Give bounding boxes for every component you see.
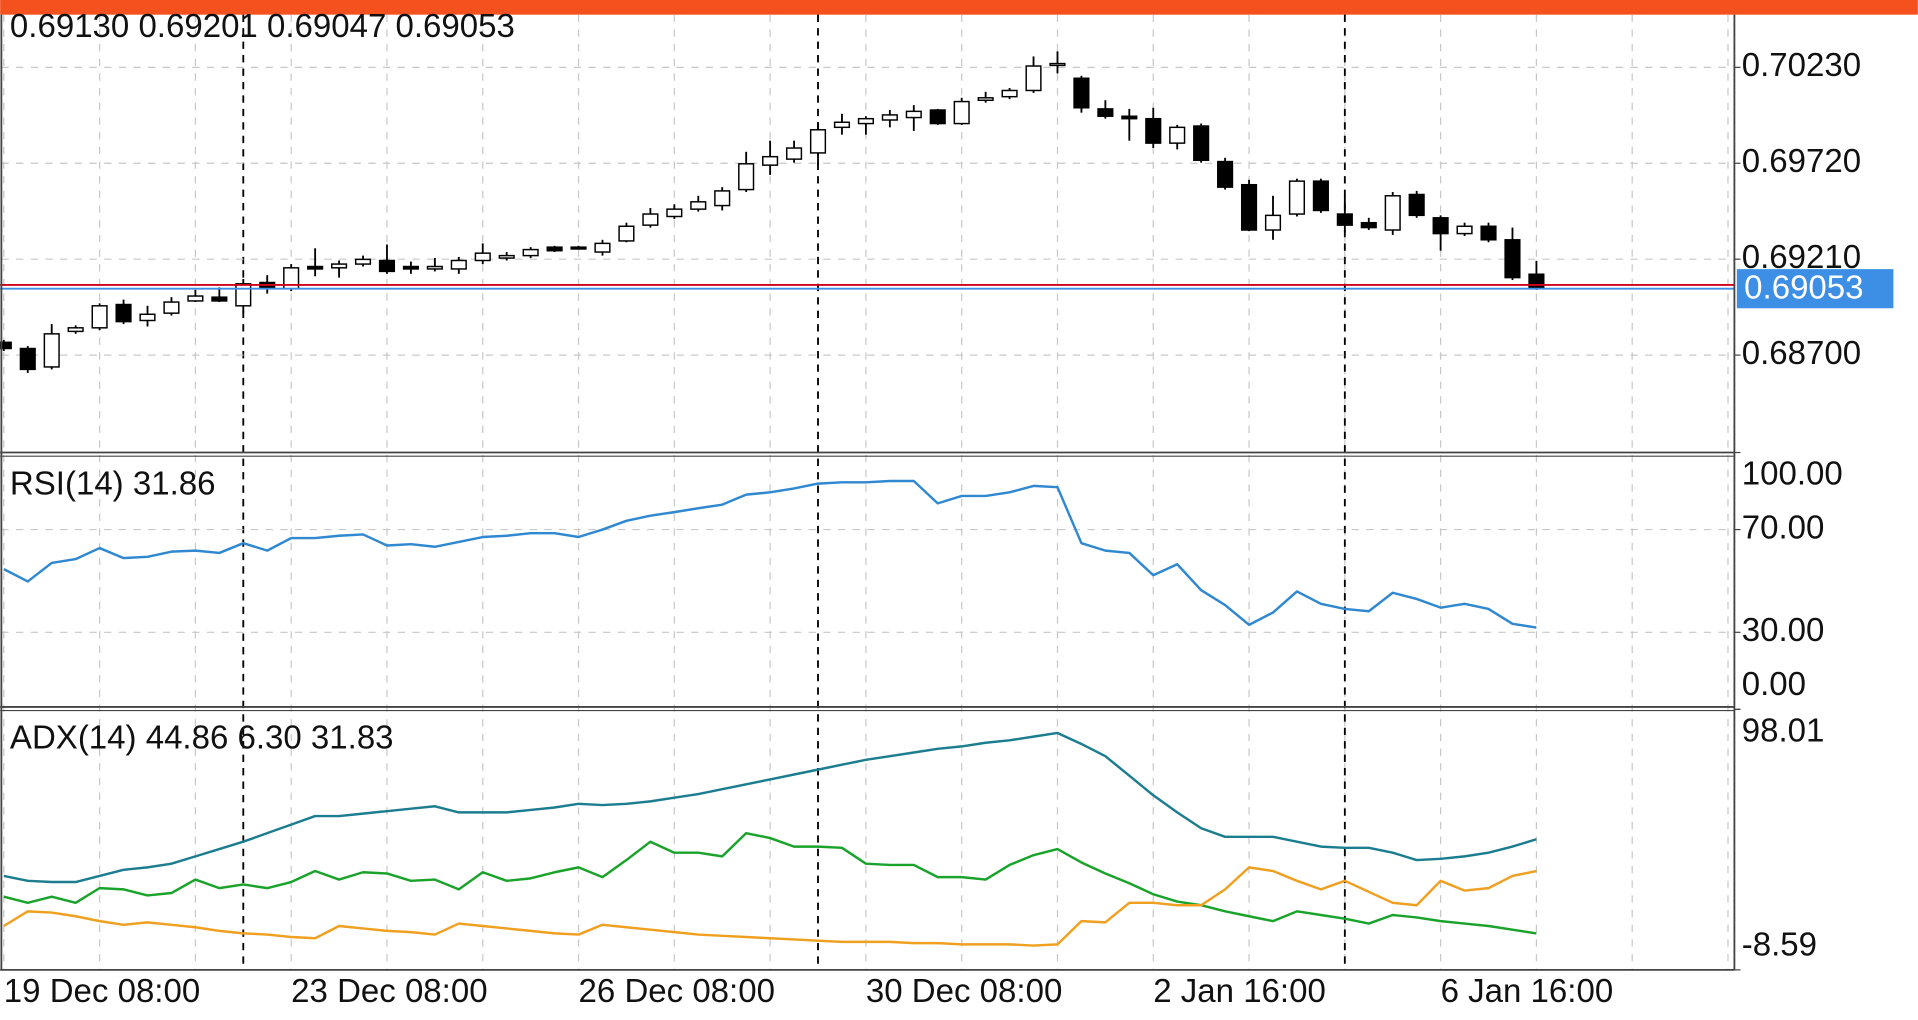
indicator-line: [3, 831, 1537, 935]
candle-body: [1169, 126, 1186, 144]
candle-body: [1001, 89, 1018, 98]
candle-body: [857, 117, 874, 125]
candle-body: [1025, 65, 1042, 92]
candle-body: [594, 242, 611, 253]
candle-body: [714, 190, 731, 207]
candle-body: [1193, 125, 1210, 161]
candle-body: [331, 263, 348, 269]
candle-body: [1480, 225, 1497, 241]
candle-body: [1049, 62, 1066, 67]
candle-body: [642, 213, 659, 226]
indicator-line: [3, 731, 1537, 884]
candle-body: [1288, 180, 1306, 215]
candle-body: [450, 259, 467, 270]
last-price-box: [1736, 269, 1894, 309]
candle-body: [905, 110, 922, 119]
candle-body: [139, 313, 156, 322]
candle-body: [1504, 239, 1521, 279]
candle-body: [211, 296, 228, 302]
indicator-line: [3, 479, 1537, 629]
candle-body: [738, 163, 755, 191]
candle-body: [115, 303, 132, 323]
candle-body: [163, 301, 180, 314]
labels-layer: 0.69130 0.69201 0.69047 0.69053 RSI(14) …: [4, 7, 1864, 1009]
grid-layer: [1, 14, 1741, 971]
candle-body: [1264, 214, 1282, 231]
indicator-line: [3, 866, 1537, 947]
candle-body: [762, 155, 779, 166]
candle-body: [1408, 193, 1425, 217]
candle-body: [498, 254, 515, 259]
y-tick-label: 100.00: [1742, 454, 1843, 491]
candle-body: [881, 114, 898, 121]
y-tick-label: 98.01: [1742, 711, 1825, 748]
y-tick-label: 70.00: [1742, 508, 1825, 545]
candle-body: [1097, 108, 1114, 117]
x-tick-label: 2 Jan 16:00: [1153, 972, 1326, 1009]
y-tick-label: 0.68700: [1742, 334, 1861, 371]
candle-body: [1432, 217, 1449, 235]
candle-body: [1384, 195, 1401, 231]
candle-body: [1240, 183, 1258, 231]
candle-body: [378, 259, 396, 273]
frame: [0, 14, 1736, 971]
x-tick-label: 23 Dec 08:00: [291, 972, 487, 1009]
last-price-label: 0.69053: [1744, 269, 1863, 306]
candle-body: [187, 295, 204, 302]
candle-body: [833, 121, 851, 129]
candle-body: [1456, 225, 1473, 235]
candle-body: [1073, 77, 1090, 109]
candle-body: [1336, 213, 1353, 226]
candle-body: [618, 225, 635, 242]
y-tick-label: 0.69210: [1742, 238, 1861, 275]
rsi-label: RSI(14) 31.86: [10, 464, 216, 501]
y-tick-label: 0.00: [1742, 665, 1806, 702]
candle-body: [91, 305, 108, 329]
x-tick-label: 30 Dec 08:00: [866, 972, 1062, 1009]
candle-body: [570, 246, 587, 250]
candle-body: [666, 208, 683, 218]
candle-body: [1360, 221, 1377, 229]
x-tick-label: 26 Dec 08:00: [579, 972, 775, 1009]
y-tick-label: 0.69720: [1742, 142, 1861, 179]
y-tick-label: -8.59: [1742, 925, 1817, 962]
adx-label: ADX(14) 44.86 6.30 31.83: [10, 719, 394, 756]
candle-body: [43, 333, 60, 368]
candle-body: [402, 265, 419, 270]
candle-body: [474, 252, 491, 262]
candle-body: [1145, 117, 1162, 144]
candle-body: [1312, 180, 1329, 212]
candle-body: [546, 246, 563, 252]
candle-body: [809, 129, 827, 154]
candle-body: [929, 109, 946, 125]
candle-body: [307, 265, 324, 270]
x-tick-label: 19 Dec 08:00: [4, 972, 200, 1009]
x-tick-label: 6 Jan 16:00: [1441, 972, 1614, 1009]
candle-body: [785, 147, 803, 160]
candle-body: [690, 201, 707, 210]
candle-body: [953, 100, 970, 125]
top-bar: [0, 0, 1918, 15]
ohlc-label: 0.69130 0.69201 0.69047 0.69053: [10, 7, 515, 44]
candle-body: [426, 265, 443, 270]
candle-body: [0, 341, 12, 350]
marks-layer: [0, 51, 1894, 947]
candle-body: [67, 327, 84, 333]
candle-body: [19, 347, 36, 371]
candle-body: [1121, 115, 1138, 120]
candle-body: [977, 97, 994, 101]
candle-body: [522, 248, 539, 257]
candle-body: [235, 283, 252, 307]
y-tick-label: 30.00: [1742, 611, 1825, 648]
candle-body: [1217, 160, 1234, 188]
candle-body: [354, 258, 372, 265]
candle-body: [1528, 273, 1545, 290]
y-tick-label: 0.70230: [1742, 46, 1861, 83]
